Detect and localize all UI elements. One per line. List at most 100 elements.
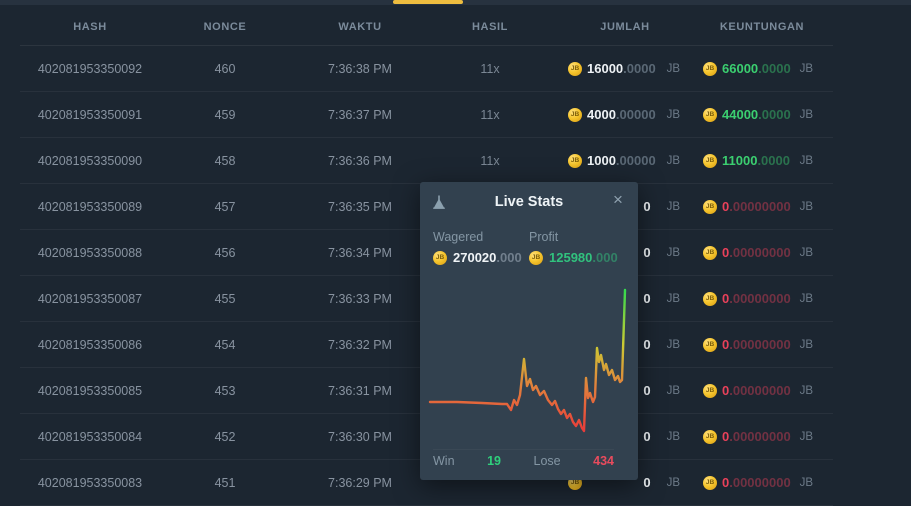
time-cell: 7:36:36 PM [328, 154, 392, 168]
profit-value: 0.00000000 [722, 291, 791, 306]
bet-amount-value: 0 [643, 245, 651, 260]
time-cell: 7:36:37 PM [328, 108, 392, 122]
currency-label: JB [666, 247, 680, 259]
bet-amount-value: 4000.00000 [587, 107, 656, 122]
currency-label: JB [666, 201, 680, 213]
win-count: 19 [487, 454, 501, 468]
hash-cell: 402081953350092 [37, 62, 143, 76]
bet-amount-value: 0 [643, 337, 651, 352]
column-header-waktu: WAKTU [338, 21, 382, 33]
wagered-stat: Wagered JB 270020.000 [433, 230, 529, 265]
time-cell: 7:36:32 PM [328, 338, 392, 352]
bet-amount-value: 0 [643, 429, 651, 444]
time-cell: 7:36:29 PM [328, 476, 392, 490]
hash-cell: 402081953350091 [37, 108, 143, 122]
live-stats-chart [427, 282, 631, 448]
hash-cell: 402081953350083 [37, 476, 143, 490]
table-row[interactable]: 402081953350091 459 7:36:37 PM 11x JB 40… [0, 92, 911, 138]
column-header-keuntungan: KEUNTUNGAN [719, 21, 805, 33]
currency-label: JB [666, 477, 680, 489]
table-row[interactable]: 402081953350092 460 7:36:38 PM 11x JB 16… [0, 46, 911, 92]
column-header-hasil: HASIL [472, 21, 508, 33]
close-icon[interactable]: × [613, 190, 623, 209]
bet-amount-cell: JB 4000.00000 JB [568, 92, 680, 138]
time-cell: 7:36:34 PM [328, 246, 392, 260]
bet-amount-value: 0 [643, 291, 651, 306]
column-header-jumlah: JUMLAH [600, 21, 650, 33]
coin-icon: JB [568, 108, 582, 122]
profit-value: 0.00000000 [722, 199, 791, 214]
coin-icon: JB [703, 430, 717, 444]
currency-label: JB [666, 385, 680, 397]
hash-cell: 402081953350084 [37, 430, 143, 444]
nonce-cell: 458 [214, 154, 236, 168]
hash-cell: 402081953350088 [37, 246, 143, 260]
live-stats-modal: Live Stats × Wagered JB 270020.000 Profi… [420, 182, 638, 480]
live-stats-chart-line [428, 288, 627, 433]
coin-icon: JB [703, 200, 717, 214]
currency-label: JB [799, 385, 813, 397]
hash-cell: 402081953350089 [37, 200, 143, 214]
nonce-cell: 453 [214, 384, 236, 398]
active-tab-indicator[interactable] [393, 0, 463, 4]
time-cell: 7:36:35 PM [328, 200, 392, 214]
coin-icon: JB [703, 246, 717, 260]
bet-amount-value: 16000.0000 [587, 61, 656, 76]
currency-label: JB [799, 63, 813, 75]
win-label: Win [433, 454, 455, 468]
profit-value: 0.00000000 [722, 383, 791, 398]
live-stats-header[interactable]: Live Stats × [420, 182, 638, 222]
nonce-cell: 457 [214, 200, 236, 214]
bet-amount-value: 0 [643, 475, 651, 490]
table-row[interactable]: 402081953350090 458 7:36:36 PM 11x JB 10… [0, 138, 911, 184]
currency-label: JB [666, 431, 680, 443]
currency-label: JB [799, 431, 813, 443]
profit-cell: JB 0.00000000 JB [703, 184, 813, 230]
profit-label: Profit [529, 230, 559, 244]
hash-cell: 402081953350086 [37, 338, 143, 352]
profit-value: 125980.000 [549, 250, 618, 265]
coin-icon: JB [703, 384, 717, 398]
bet-amount-cell: JB 1000.00000 JB [568, 138, 680, 184]
nonce-cell: 454 [214, 338, 236, 352]
hash-cell: 402081953350090 [37, 154, 143, 168]
bet-amount-value: 0 [643, 199, 651, 214]
currency-label: JB [799, 109, 813, 121]
nonce-cell: 451 [214, 476, 236, 490]
hash-cell: 402081953350087 [37, 292, 143, 306]
currency-label: JB [799, 477, 813, 489]
coin-icon: JB [703, 108, 717, 122]
bet-amount-cell: JB 16000.0000 JB [568, 46, 680, 92]
column-header-hash: HASH [73, 21, 107, 33]
coin-icon: JB [703, 154, 717, 168]
coin-icon: JB [568, 62, 582, 76]
coin-icon: JB [703, 292, 717, 306]
live-stats-title: Live Stats [494, 194, 564, 210]
table-header: HASH NONCE WAKTU HASIL JUMLAH KEUNTUNGAN [0, 8, 911, 46]
time-cell: 7:36:30 PM [328, 430, 392, 444]
time-cell: 7:36:38 PM [328, 62, 392, 76]
coin-icon: JB [703, 62, 717, 76]
wagered-value: 270020.000 [453, 250, 522, 265]
profit-value: 0.00000000 [722, 475, 791, 490]
currency-label: JB [666, 109, 680, 121]
currency-label: JB [799, 293, 813, 305]
profit-cell: JB 0.00000000 JB [703, 414, 813, 460]
result-multiplier-cell: 11x [480, 62, 500, 76]
profit-cell: JB 0.00000000 JB [703, 322, 813, 368]
profit-cell: JB 0.00000000 JB [703, 230, 813, 276]
currency-label: JB [666, 155, 680, 167]
profit-value: 44000.0000 [722, 107, 791, 122]
live-stats-icon [431, 194, 447, 210]
coin-icon: JB [703, 338, 717, 352]
live-stats-footer: Win 19 Lose 434 [433, 449, 614, 472]
nonce-cell: 456 [214, 246, 236, 260]
profit-cell: JB 0.00000000 JB [703, 368, 813, 414]
currency-label: JB [799, 247, 813, 259]
profit-cell: JB 0.00000000 JB [703, 460, 813, 506]
bet-amount-value: 0 [643, 383, 651, 398]
lose-count: 434 [593, 454, 614, 468]
wagered-label: Wagered [433, 230, 484, 244]
nonce-cell: 460 [214, 62, 236, 76]
currency-label: JB [666, 339, 680, 351]
